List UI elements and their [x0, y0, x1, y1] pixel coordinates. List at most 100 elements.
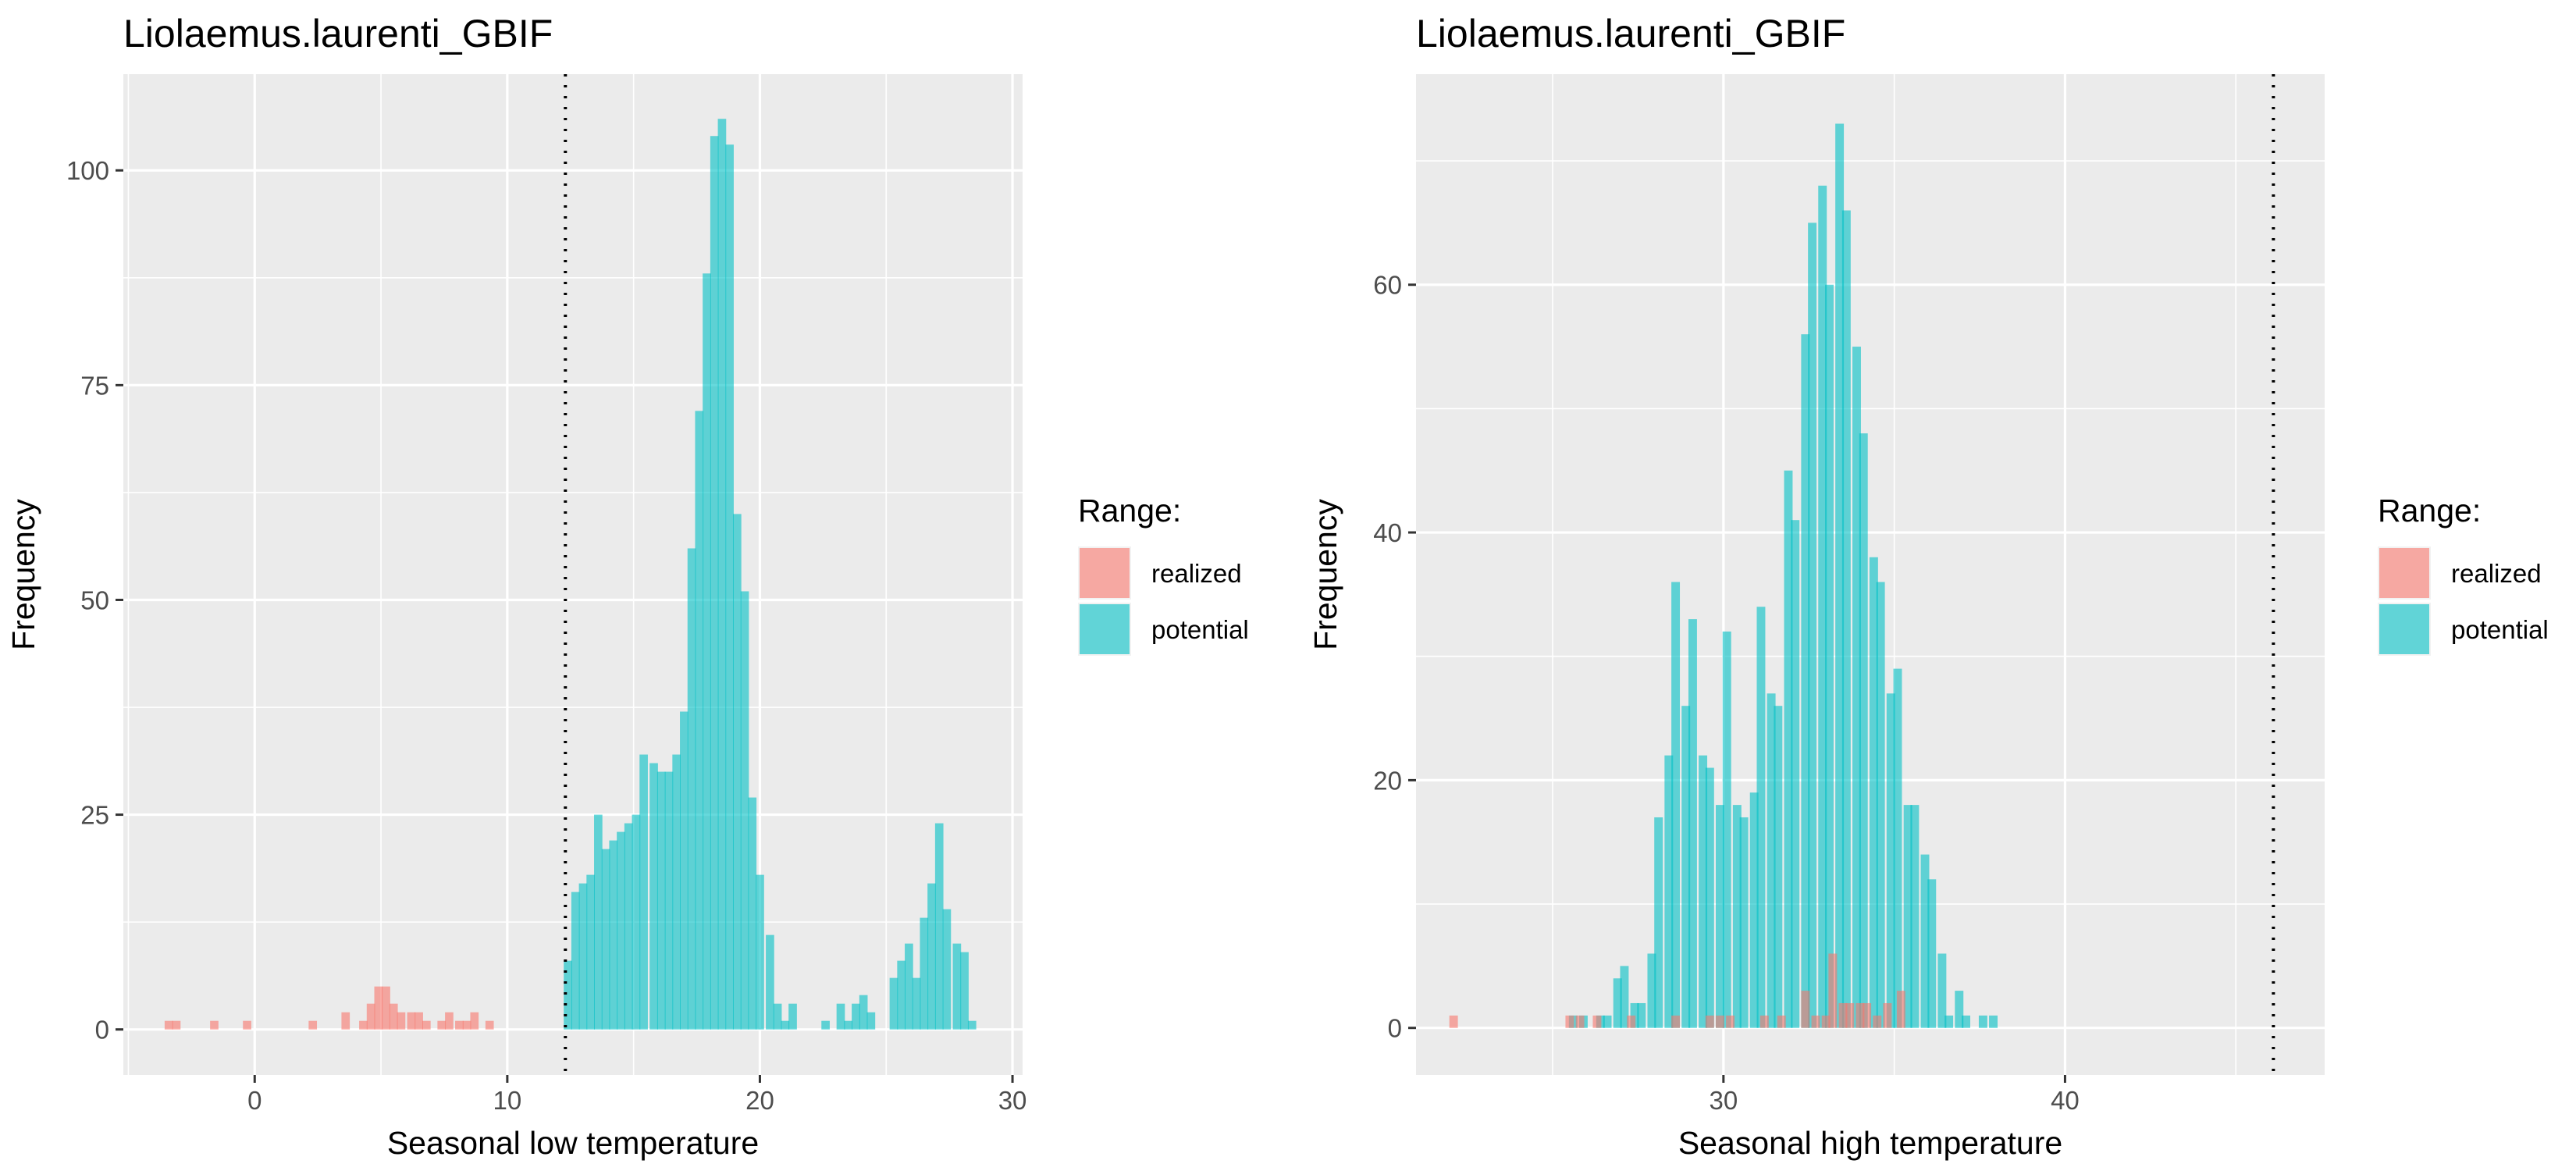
bar-realized: [407, 1012, 416, 1030]
bar-potential: [1647, 953, 1656, 1028]
chart-title: Liolaemus.laurenti_GBIF: [1416, 12, 1845, 55]
bar-realized: [1726, 1015, 1735, 1028]
bar-realized: [1565, 1015, 1574, 1028]
legend-title: Range:: [2378, 493, 2481, 529]
y-tick-label: 75: [80, 371, 109, 400]
bar-potential: [1603, 1015, 1612, 1028]
bar-realized: [308, 1020, 318, 1030]
bar-potential: [897, 960, 906, 1030]
bar-potential: [1705, 767, 1714, 1028]
bar-realized: [172, 1020, 181, 1030]
x-axis-title: Seasonal high temperature: [1678, 1125, 2062, 1161]
bar-potential: [852, 1003, 860, 1030]
bar-potential: [1859, 433, 1868, 1028]
bar-realized: [1671, 1015, 1681, 1028]
bar-potential: [766, 934, 774, 1030]
bar-potential: [1664, 755, 1674, 1028]
legend: Range: realized potential: [2378, 493, 2549, 656]
bar-potential: [609, 840, 618, 1030]
x-tick-label: 40: [2051, 1086, 2080, 1115]
y-axis-title: Frequency: [1308, 499, 1343, 650]
bar-potential: [1852, 347, 1861, 1028]
bar-potential: [1699, 755, 1708, 1028]
bar-potential: [1893, 668, 1902, 1028]
bars-group: [1449, 123, 1998, 1028]
bar-potential: [967, 1020, 977, 1030]
legend-label-realized: realized: [2451, 559, 2542, 588]
bar-potential: [1869, 557, 1878, 1028]
bar-potential: [1732, 805, 1742, 1028]
bar-potential: [1978, 1015, 1987, 1028]
bar-potential: [1722, 631, 1731, 1028]
bar-potential: [1903, 805, 1912, 1028]
bar-potential: [1927, 879, 1937, 1028]
bar-realized: [1828, 953, 1838, 1028]
bar-potential: [649, 763, 658, 1030]
legend-label-potential: potential: [1151, 615, 1249, 644]
bar-realized: [1838, 1002, 1848, 1028]
bar-potential: [1841, 210, 1851, 1028]
bar-potential: [960, 952, 969, 1030]
bar-potential: [1937, 953, 1947, 1028]
y-tick-label: 25: [80, 801, 109, 830]
bar-potential: [1920, 854, 1930, 1028]
bar-realized: [1801, 991, 1810, 1028]
bar-potential: [1637, 1002, 1646, 1028]
bar-realized: [437, 1020, 447, 1030]
bar-potential: [1681, 706, 1691, 1028]
bar-potential: [710, 136, 719, 1030]
bar-potential: [912, 977, 921, 1030]
x-axis-title: Seasonal low temperature: [387, 1125, 759, 1161]
chart-panel-1: 0 10 20 30 0 25 50 75 100 Liolaemus.laurenti_GBIF…: [5, 12, 1249, 1161]
y-tick-label: 60: [1373, 271, 1402, 300]
bar-realized: [1627, 1015, 1636, 1028]
bar-potential: [773, 1003, 782, 1030]
bar-potential: [1620, 966, 1629, 1028]
bar-potential: [905, 943, 913, 1030]
legend-swatch-realized: [1080, 548, 1130, 598]
bar-potential: [672, 754, 681, 1030]
bar-potential: [1910, 805, 1920, 1028]
bar-potential: [836, 1003, 845, 1030]
chart-panel-2: 30 40 0 20 40 60 Liolaemus.laurenti_GBIF Season…: [1308, 12, 2549, 1161]
bar-potential: [601, 849, 610, 1030]
x-tick-label: 20: [745, 1086, 774, 1115]
legend-label-potential: potential: [2451, 615, 2549, 644]
y-tick-label: 0: [95, 1016, 109, 1045]
x-tick-label: 0: [247, 1086, 262, 1115]
bar-realized: [1863, 1002, 1872, 1028]
bar-realized: [422, 1020, 431, 1030]
bar-realized: [1449, 1015, 1458, 1028]
bar-realized: [485, 1020, 494, 1030]
y-tick-label: 20: [1373, 766, 1402, 795]
bar-realized: [1845, 1002, 1855, 1028]
bar-potential: [1671, 582, 1681, 1028]
bar-potential: [952, 943, 962, 1030]
x-tick-label: 30: [998, 1086, 1027, 1115]
bar-potential: [586, 874, 595, 1030]
bar-potential: [942, 909, 952, 1030]
legend: Range: realized potential: [1078, 493, 1249, 656]
bar-potential: [1808, 222, 1817, 1028]
bar-potential: [740, 591, 749, 1030]
bar-realized: [1705, 1015, 1714, 1028]
bar-potential: [578, 883, 588, 1030]
bar-realized: [397, 1012, 406, 1030]
bar-realized: [210, 1020, 219, 1030]
bar-potential: [1825, 284, 1834, 1028]
legend-swatch-potential: [2379, 604, 2429, 654]
y-tick-label: 100: [66, 156, 109, 185]
bar-potential: [617, 831, 625, 1030]
bar-potential: [821, 1020, 830, 1030]
bar-potential: [632, 814, 641, 1030]
bar-potential: [1688, 619, 1697, 1028]
bar-realized: [455, 1020, 464, 1030]
bar-potential: [1739, 817, 1749, 1028]
bar-potential: [1801, 334, 1810, 1028]
bar-potential: [1784, 470, 1793, 1028]
bar-realized: [1821, 1015, 1831, 1028]
bar-potential: [859, 995, 868, 1030]
bar-realized: [1715, 1015, 1724, 1028]
bar-potential: [1715, 805, 1724, 1028]
